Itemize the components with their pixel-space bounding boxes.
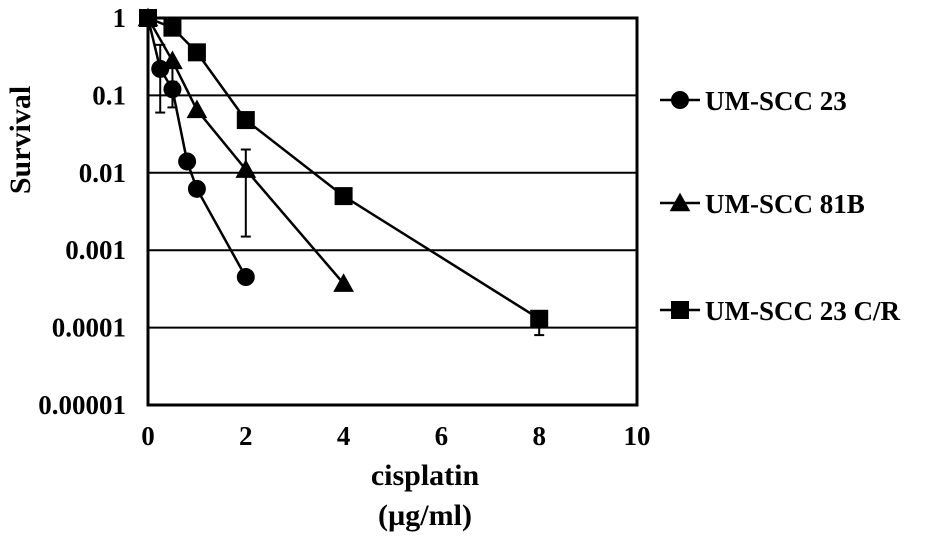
legend-label: UM-SCC 81B — [705, 189, 865, 219]
data-point-square — [139, 9, 157, 27]
legend: UM-SCC 23 UM-SCC 81B UM-SCC 23 C/R — [660, 86, 900, 326]
x-tick-label: 8 — [532, 421, 546, 451]
legend-marker-triangle — [669, 192, 691, 212]
y-tick-label: 0.001 — [65, 235, 126, 265]
legend-label: UM-SCC 23 C/R — [705, 296, 900, 326]
data-point-triangle — [235, 159, 257, 178]
y-tick-label: 0.1 — [92, 80, 126, 110]
y-axis-label: Survival — [4, 86, 37, 194]
legend-marker-circle — [671, 91, 689, 109]
tick-layer: 1 0.1 0.01 0.001 0.0001 0.00001 0 2 4 6 8 10 — [38, 3, 650, 451]
y-tick-label: 0.0001 — [52, 313, 126, 343]
data-point-square — [530, 309, 549, 328]
series-layer — [137, 7, 549, 337]
y-tick-label: 0.01 — [79, 158, 126, 188]
data-point-square — [334, 187, 353, 206]
x-tick-label: 4 — [337, 421, 351, 451]
data-point-circle — [236, 268, 255, 287]
series-square — [139, 9, 549, 337]
legend-marker-square — [671, 301, 689, 319]
data-point-circle — [187, 179, 206, 198]
x-axis-unit: (µg/ml) — [378, 499, 472, 532]
data-point-triangle — [186, 99, 208, 119]
x-axis-label: cisplatin — [371, 459, 480, 492]
data-point-triangle — [162, 50, 183, 70]
x-tick-label: 6 — [435, 421, 449, 451]
x-tick-label: 0 — [141, 421, 155, 451]
plot-frame — [146, 16, 639, 407]
x-tick-label: 2 — [239, 421, 253, 451]
data-point-square — [187, 43, 206, 62]
grid-layer — [148, 17, 637, 406]
data-point-square — [236, 111, 255, 130]
data-point-square — [163, 18, 182, 37]
y-tick-label: 0.00001 — [38, 390, 126, 420]
data-point-circle — [178, 152, 197, 171]
legend-label: UM-SCC 23 — [705, 86, 847, 116]
x-tick-label: 10 — [624, 421, 651, 451]
data-point-triangle — [333, 273, 354, 292]
y-tick-label: 1 — [113, 3, 127, 33]
